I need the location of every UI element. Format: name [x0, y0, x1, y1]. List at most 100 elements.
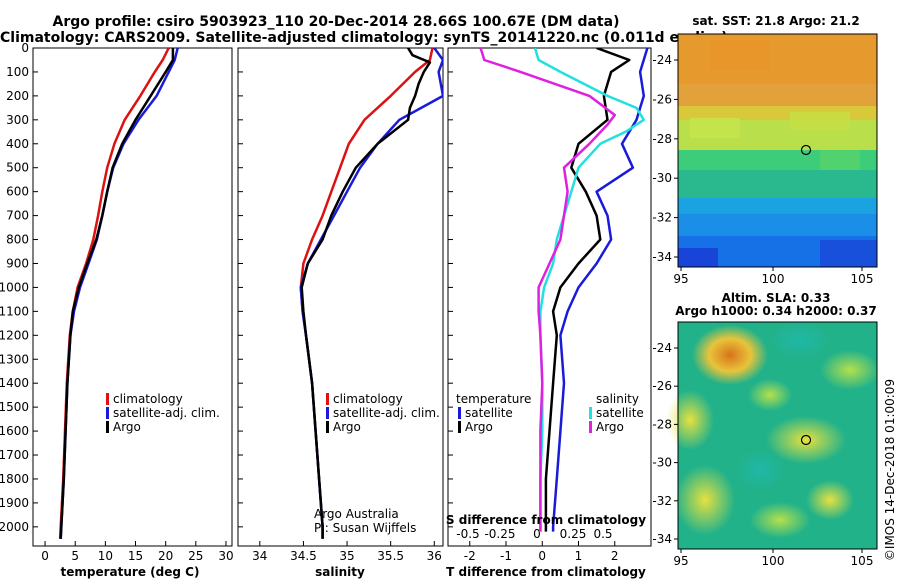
salinity-legend: climatology satellite-adj. clim. Argo Ar…: [314, 392, 440, 535]
sla-map: [666, 321, 880, 550]
lon-tick-label: 100: [762, 554, 785, 568]
x-tick-label: -2: [464, 549, 476, 563]
chart-title-line2: Climatology: CARS2009. Satellite-adjuste…: [0, 30, 728, 46]
legend-salinity-title: salinity: [596, 392, 639, 406]
depth-tick-label: 900: [6, 256, 29, 270]
legend-climatology: climatology: [333, 392, 403, 406]
lat-tick-label: -34: [652, 250, 672, 264]
legend-climatology: climatology: [113, 392, 183, 406]
lon-tick-label: 105: [851, 272, 874, 286]
depth-tick-label: 500: [6, 161, 29, 175]
s-difference-axis-label: S difference from climatology: [446, 513, 646, 527]
lat-tick-label: -32: [652, 494, 672, 508]
x-tick-label: 0: [538, 549, 546, 563]
depth-tick-label: 1700: [0, 448, 29, 462]
lat-tick-label: -32: [652, 211, 672, 225]
argo-position-marker: [800, 144, 812, 156]
s-difference-tick-label: -0.25: [484, 527, 515, 541]
difference-legend: temperature satellite Argo salinity sate…: [456, 392, 644, 434]
legend-s-argo: Argo: [596, 420, 624, 434]
depth-tick-label: 300: [6, 113, 29, 127]
sst-map: [677, 33, 878, 268]
salinity-plot: 34 34.5 35 35.5 36: [252, 48, 443, 563]
temperature-plot: 0 5 10 15 20 25 30: [41, 48, 234, 563]
x-tick-label: 10: [98, 549, 113, 563]
depth-tick-label: 1000: [0, 280, 29, 294]
legend-satellite: satellite-adj. clim.: [113, 406, 220, 420]
argo-position-marker: [800, 434, 812, 446]
series-line-satellite: [299, 48, 443, 539]
x-tick-label: 0: [41, 549, 49, 563]
depth-tick-label: 200: [6, 89, 29, 103]
x-tick-label: 35: [339, 549, 354, 563]
legend-t-argo: Argo: [465, 420, 493, 434]
depth-tick-label: 100: [6, 65, 29, 79]
lon-tick-label: 105: [851, 554, 874, 568]
lat-tick-label: -24: [652, 53, 672, 67]
s-difference-tick-label: 0.25: [560, 527, 587, 541]
chart-title-line1: Argo profile: csiro 5903923_110 20-Dec-2…: [52, 14, 620, 30]
temperature-axis-label: temperature (deg C): [61, 565, 200, 579]
depth-axis: 0 100 200 300 400 500 600 700 800 900 1000 1100 1200…: [0, 41, 453, 534]
series-line-argo: [544, 48, 631, 532]
salinity-panel-frame: [237, 47, 444, 547]
depth-tick-label: 700: [6, 209, 29, 223]
depth-tick-label: 1200: [0, 328, 29, 342]
legend-satellite: satellite-adj. clim.: [333, 406, 440, 420]
lon-tick-label: 95: [673, 272, 688, 286]
series-line-sat_salinity: [533, 48, 646, 532]
series-line-satellite: [551, 48, 649, 532]
series-line-climatology: [299, 48, 434, 539]
difference-plot: -2 -1 0 1 2 -0.5 -0.25 0 0.25 0.5: [456, 48, 649, 563]
depth-tick-label: 1300: [0, 352, 29, 366]
difference-panel-frame: [447, 47, 652, 547]
temperature-legend: climatology satellite-adj. clim. Argo: [106, 392, 220, 434]
s-difference-tick-label: -0.5: [456, 527, 479, 541]
series-line-argo: [300, 48, 432, 539]
legend-t-satellite: satellite: [465, 406, 513, 420]
depth-tick-label: 1400: [0, 376, 29, 390]
temperature-panel-frame: [32, 47, 233, 547]
t-difference-axis-label: T difference from climatology: [446, 565, 646, 579]
depth-tick-label: 1100: [0, 304, 29, 318]
lon-tick-label: 95: [673, 554, 688, 568]
legend-argo: Argo: [113, 420, 141, 434]
lat-tick-label: -28: [652, 132, 672, 146]
depth-tick-label: 1900: [0, 496, 29, 510]
series-line-argo: [59, 48, 175, 539]
depth-tick-label: 1800: [0, 472, 29, 486]
x-tick-label: 20: [158, 549, 173, 563]
sla-map-title: Altim. SLA: 0.33: [722, 291, 831, 305]
legend-temperature-title: temperature: [456, 392, 531, 406]
x-tick-label: 36: [427, 549, 442, 563]
annotation-argo-australia: Argo Australia: [314, 507, 399, 521]
depth-tick-label: 800: [6, 233, 29, 247]
legend-s-satellite: satellite: [596, 406, 644, 420]
depth-tick-label: 0: [21, 41, 29, 55]
lon-tick-label: 100: [762, 272, 785, 286]
sla-map-subtitle: Argo h1000: 0.34 h2000: 0.37: [675, 304, 876, 318]
depth-tick-label: 400: [6, 137, 29, 151]
depth-tick-label: 1500: [0, 400, 29, 414]
x-tick-label: 15: [128, 549, 143, 563]
x-tick-label: 5: [71, 549, 79, 563]
lat-tick-label: -24: [652, 341, 672, 355]
lat-tick-label: -26: [652, 92, 672, 106]
series-line-argo_salinity: [479, 48, 617, 532]
s-difference-tick-label: 0: [533, 527, 541, 541]
s-difference-tick-label: 0.5: [593, 527, 612, 541]
footer-timestamp: ©IMOS 14-Dec-2018 01:00:09: [883, 379, 897, 561]
lat-tick-label: -34: [652, 532, 672, 546]
lat-tick-label: -30: [652, 171, 672, 185]
sst-map-title: sat. SST: 21.8 Argo: 21.2: [692, 14, 859, 28]
x-tick-label: 30: [218, 549, 233, 563]
depth-tick-label: 2000: [0, 520, 29, 534]
salinity-axis-label: salinity: [315, 565, 365, 579]
x-tick-label: 35.5: [377, 549, 404, 563]
x-tick-label: 25: [188, 549, 203, 563]
lat-tick-label: -26: [652, 379, 672, 393]
annotation-pi: PI: Susan Wijffels: [314, 521, 416, 535]
